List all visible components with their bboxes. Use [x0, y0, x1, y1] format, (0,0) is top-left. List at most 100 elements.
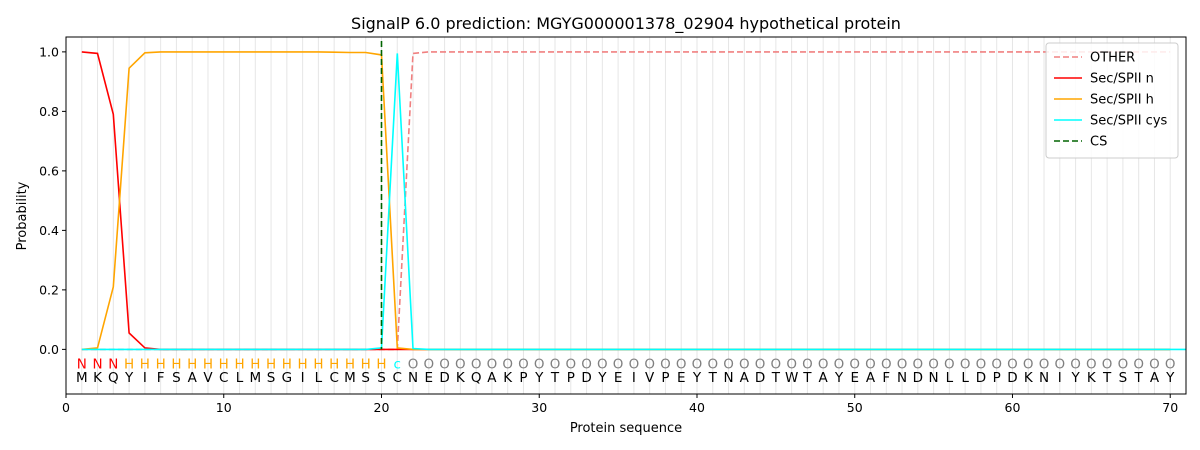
sequence-letter: D — [581, 370, 591, 386]
annotation-letter: H — [298, 357, 308, 373]
x-axis-ticks: 0 10 20 30 40 50 60 70 — [62, 394, 1178, 415]
sequence-letter: K — [93, 370, 103, 386]
annotation-letter: H — [203, 357, 213, 373]
legend-label: OTHER — [1090, 51, 1135, 66]
sequence-letter: D — [439, 370, 449, 386]
sequence-letter: L — [961, 370, 969, 386]
x-tick-label: 0 — [62, 400, 70, 415]
y-tick-label: 0.0 — [39, 342, 59, 357]
x-tick-label: 10 — [216, 400, 232, 415]
sequence-letter: P — [519, 370, 527, 386]
sequence-letter: S — [172, 370, 181, 386]
sequence-letter: N — [408, 370, 418, 386]
y-tick-label: 0.4 — [39, 223, 59, 238]
annotation-letter: O — [581, 357, 592, 373]
sequence-letter: P — [993, 370, 1001, 386]
sequence-letter: T — [802, 370, 812, 386]
sequence-letter: T — [1102, 370, 1112, 386]
y-tick-label: 0.6 — [39, 163, 59, 178]
annotation-letter: O — [534, 357, 545, 373]
sequence-letter: N — [897, 370, 907, 386]
x-tick-label: 50 — [847, 400, 863, 415]
annotation-letter: O — [771, 357, 782, 373]
sequence-letter: Y — [597, 370, 607, 386]
sequence-letter: F — [157, 370, 165, 386]
x-tick-label: 40 — [689, 400, 705, 415]
annotation-letter: O — [613, 357, 624, 373]
annotation-letter: O — [944, 357, 955, 373]
sequence-letter: D — [913, 370, 923, 386]
sequence-letter: Y — [124, 370, 134, 386]
annotation-letter: H — [156, 357, 166, 373]
sequence-letter: P — [567, 370, 575, 386]
annotation-letter: O — [1054, 357, 1065, 373]
annotation-letter: O — [408, 357, 419, 373]
annotation-letter: H — [140, 357, 150, 373]
chart-title: SignalP 6.0 prediction: MGYG000001378_02… — [351, 14, 901, 34]
sequence-letter: S — [1119, 370, 1128, 386]
sequence-letter: N — [1039, 370, 1049, 386]
series-line-sec-spii-cys — [81, 53, 1186, 351]
annotation-letter: O — [707, 357, 718, 373]
sequence-letter: P — [661, 370, 669, 386]
sequence-letter: Y — [834, 370, 844, 386]
sequence-letter: V — [645, 370, 655, 386]
annotation-letter: O — [865, 357, 876, 373]
annotation-letter: O — [739, 357, 750, 373]
annotation-letter: O — [439, 357, 450, 373]
annotation-letter: H — [329, 357, 339, 373]
sequence-letter: I — [143, 370, 147, 386]
sequence-letter: D — [755, 370, 765, 386]
annotation-letter: O — [487, 357, 498, 373]
annotation-letter: H — [219, 357, 229, 373]
sequence-letter: C — [219, 370, 228, 386]
sequence-letter: C — [393, 370, 402, 386]
y-tick-label: 0.8 — [39, 104, 59, 119]
sequence-letter: K — [503, 370, 513, 386]
legend-label: CS — [1090, 135, 1107, 150]
annotation-letter: H — [250, 357, 260, 373]
sequence-letter: M — [249, 370, 261, 386]
annotation-letter: O — [991, 357, 1002, 373]
annotation-letter: H — [124, 357, 134, 373]
sequence-letter: S — [377, 370, 386, 386]
annotation-letter: N — [77, 357, 87, 373]
sequence-letter: Q — [108, 370, 119, 386]
annotation-letter: O — [913, 357, 924, 373]
annotation-letter: O — [928, 357, 939, 373]
annotation-letter: O — [723, 357, 734, 373]
legend-label: Sec/SPII cys — [1090, 114, 1168, 129]
x-tick-label: 20 — [374, 400, 390, 415]
sequence-letter: T — [771, 370, 781, 386]
annotation-letter: O — [881, 357, 892, 373]
annotation-letter: H — [171, 357, 181, 373]
annotation-letter: O — [644, 357, 655, 373]
sequence-letter: M — [344, 370, 356, 386]
sequence-letter: A — [1150, 370, 1160, 386]
annotation-letter: O — [660, 357, 671, 373]
annotation-letter: O — [550, 357, 561, 373]
annotation-letter: H — [361, 357, 371, 373]
annotation-letter: O — [692, 357, 703, 373]
annotation-letter: O — [1007, 357, 1018, 373]
series-line-sec-spii-n — [81, 51, 1171, 351]
annotation-letter: H — [282, 357, 292, 373]
sequence-letter: E — [677, 370, 686, 386]
annotation-letter: O — [518, 357, 529, 373]
sequence-letter: K — [1024, 370, 1034, 386]
sequence-letter: N — [723, 370, 733, 386]
sequence-letter: T — [708, 370, 718, 386]
sequence-letter: A — [866, 370, 876, 386]
annotation-letter: c — [394, 357, 401, 373]
sequence-letter: N — [929, 370, 939, 386]
annotation-letter: N — [92, 357, 102, 373]
sequence-letter: M — [76, 370, 88, 386]
sequence-letter: I — [301, 370, 305, 386]
y-tick-label: 1.0 — [39, 44, 59, 59]
annotation-letter: O — [849, 357, 860, 373]
sequence-letter: G — [282, 370, 292, 386]
annotation-letter: O — [1102, 357, 1113, 373]
y-axis-label: Probability — [15, 181, 30, 250]
sequence-letter: T — [1134, 370, 1144, 386]
sequence-letter: L — [946, 370, 954, 386]
